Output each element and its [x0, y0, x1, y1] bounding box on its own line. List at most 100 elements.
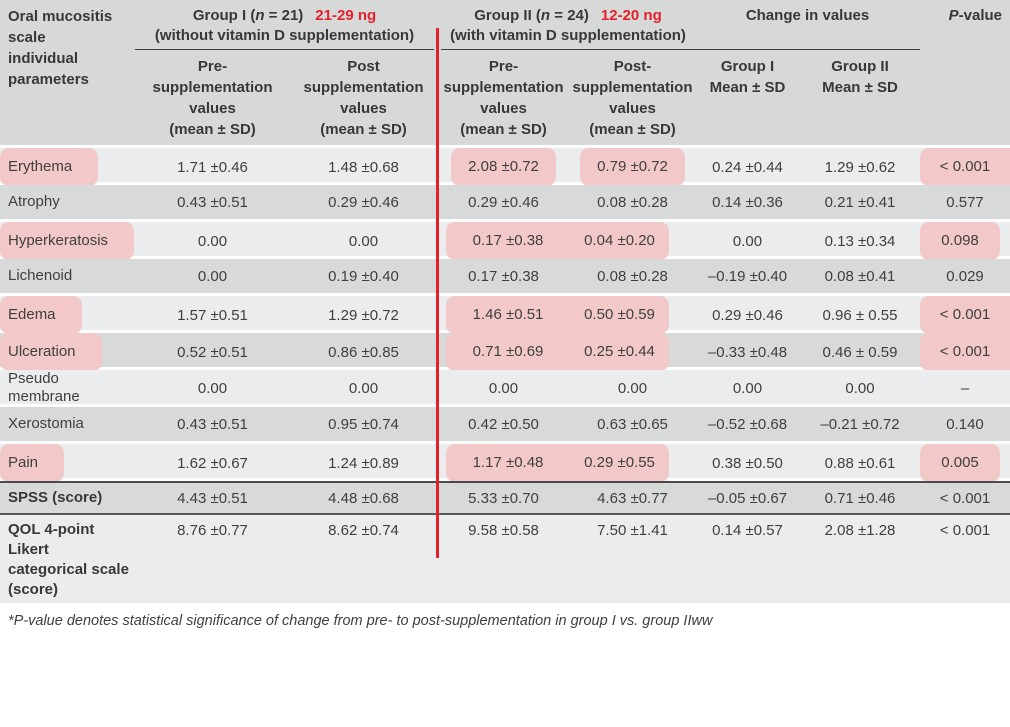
- group2-subtitle: (with vitamin D supplementation): [450, 27, 686, 44]
- value-cell: –0.33 ±0.48: [695, 333, 800, 371]
- table-row-pain: Pain 1.62 ±0.67 1.24 ±0.89 1.17 ±0.48 0.29 ±…: [0, 444, 1010, 482]
- cell-value: 1.17 ±0.48: [446, 444, 570, 482]
- cell-value: 0.00: [845, 379, 875, 397]
- table-row-xerostomia: Xerostomia 0.43 ±0.51 0.95 ±0.74 0.42 ±0.50…: [0, 407, 1010, 441]
- value-cell: 0.19 ±0.40: [290, 259, 437, 293]
- cell-value: 0.29 ±0.46: [328, 193, 399, 211]
- row-label-cell: Atrophy: [0, 185, 135, 219]
- table-row-hyperkeratosis: Hyperkeratosis 0.00 0.00 0.17 ±0.38 0.04 ±0.…: [0, 222, 1010, 260]
- value-cell: 0.00: [800, 370, 920, 406]
- cell-value: 1.29 ±0.72: [328, 306, 399, 324]
- value-cell: 0.71 ±0.46: [800, 483, 920, 513]
- value-cell: –0.05 ±0.67: [695, 483, 800, 513]
- cell-value: 0.08 ±0.28: [597, 267, 668, 285]
- cell-value: 0.43 ±0.51: [177, 193, 248, 211]
- value-cell: 0.79 ±0.72: [570, 148, 695, 186]
- value-cell: 0.63 ±0.65: [570, 407, 695, 441]
- row-label-cell: Pain: [0, 444, 135, 482]
- group1-subtitle: (without vitamin D supplementation): [154, 27, 415, 44]
- cell-value: 0.04 ±0.20: [570, 222, 669, 260]
- cell-value: 1.48 ±0.68: [328, 158, 399, 176]
- cell-value: 0.79 ±0.72: [580, 148, 685, 186]
- cell-value: –0.33 ±0.48: [707, 343, 788, 361]
- value-cell: 0.08 ±0.28: [570, 259, 695, 293]
- cell-value: 0.50 ±0.59: [570, 296, 669, 334]
- value-cell: 9.58 ±0.58: [437, 515, 570, 603]
- p-value-cell: < 0.001: [920, 296, 1010, 334]
- cell-value: 0.96 ± 0.55: [822, 306, 898, 324]
- row-label: Atrophy: [8, 193, 60, 210]
- value-cell: 1.46 ±0.51: [437, 296, 570, 334]
- value-cell: 1.24 ±0.89: [290, 444, 437, 482]
- value-cell: –0.21 ±0.72: [800, 407, 920, 441]
- p-value-cell: 0.005: [920, 444, 1010, 482]
- row-label: Hyperkeratosis: [0, 222, 135, 260]
- cell-value: 0.00: [348, 379, 379, 397]
- subheader-change-g2: Group II Mean ± SD: [822, 58, 898, 96]
- value-cell: 0.00: [135, 370, 290, 406]
- cell-value: 7.50 ±1.41: [597, 522, 668, 539]
- p-value-cell: 0.140: [920, 407, 1010, 441]
- row-label-cell: Xerostomia: [0, 407, 135, 441]
- value-cell: 0.00: [437, 370, 570, 406]
- cell-value: < 0.001: [939, 522, 991, 539]
- cell-value: 0.00: [197, 379, 228, 397]
- cell-value: 0.29 ±0.46: [712, 306, 783, 324]
- row-label: Lichenoid: [8, 267, 73, 284]
- value-cell: 0.04 ±0.20: [570, 222, 695, 260]
- value-cell: 1.62 ±0.67: [135, 444, 290, 482]
- group2-title: Group II (n = 24) 12-20 ng: [474, 7, 662, 24]
- p-value-cell: < 0.001: [920, 483, 1010, 513]
- cell-value: 0.38 ±0.50: [712, 454, 783, 472]
- cell-value: 0.95 ±0.74: [328, 415, 399, 433]
- cell-value: 0.00: [488, 379, 519, 397]
- p-value-cell: 0.098: [920, 222, 1010, 260]
- value-cell: 0.00: [695, 222, 800, 260]
- p-value-cell: –: [920, 370, 1010, 406]
- cell-value: –0.52 ±0.68: [707, 415, 788, 433]
- value-cell: 0.95 ±0.74: [290, 407, 437, 441]
- value-cell: 0.08 ±0.28: [570, 185, 695, 219]
- table-header: Oral mucositis scale individual paramete…: [0, 0, 1010, 145]
- p-value-header: P-value: [948, 7, 1002, 24]
- cell-value: < 0.001: [920, 296, 1010, 334]
- table-row-edema: Edema 1.57 ±0.51 1.29 ±0.72 1.46 ±0.51 0.50 …: [0, 296, 1010, 334]
- cell-value: 0.14 ±0.36: [712, 193, 783, 211]
- cell-value: 0.63 ±0.65: [597, 415, 668, 433]
- cell-value: 1.29 ±0.62: [824, 158, 896, 176]
- cell-value: 4.48 ±0.68: [328, 489, 399, 507]
- p-value-cell: < 0.001: [920, 148, 1010, 186]
- value-cell: 0.00: [695, 370, 800, 406]
- value-cell: 5.33 ±0.70: [437, 483, 570, 513]
- cell-value: 0.71 ±0.69: [446, 333, 570, 371]
- value-cell: 0.08 ±0.41: [800, 259, 920, 293]
- cell-value: –: [960, 379, 970, 397]
- value-cell: 0.86 ±0.85: [290, 333, 437, 371]
- p-value-cell: < 0.001: [920, 333, 1010, 371]
- value-cell: –0.52 ±0.68: [695, 407, 800, 441]
- value-cell: 8.76 ±0.77: [135, 515, 290, 603]
- cell-value: –0.21 ±0.72: [820, 415, 900, 433]
- cell-value: 1.57 ±0.51: [177, 306, 248, 324]
- cell-value: < 0.001: [920, 148, 1010, 186]
- group1-title: Group I (n = 21) 21-29 ng: [192, 7, 377, 24]
- row-label-cell: Lichenoid: [0, 259, 135, 293]
- value-cell: 4.63 ±0.77: [570, 483, 695, 513]
- value-cell: 0.00: [570, 370, 695, 406]
- value-cell: 0.17 ±0.38: [437, 259, 570, 293]
- value-cell: 0.21 ±0.41: [800, 185, 920, 219]
- cell-value: 0.14 ±0.57: [712, 522, 783, 539]
- cell-value: 0.21 ±0.41: [824, 193, 896, 211]
- value-cell: 2.08 ±1.28: [800, 515, 920, 603]
- table-body: Erythema 1.71 ±0.46 1.48 ±0.68 2.08 ±0.72 0.…: [0, 148, 1010, 603]
- cell-value: 0.00: [732, 232, 763, 250]
- cell-value: 5.33 ±0.70: [468, 489, 539, 507]
- footnote: *P-value denotes statistical significanc…: [8, 613, 713, 629]
- table-row-erythema: Erythema 1.71 ±0.46 1.48 ±0.68 2.08 ±0.72 0.…: [0, 148, 1010, 186]
- subheader-change-g1: Group I Mean ± SD: [709, 58, 786, 96]
- cell-value: 0.52 ±0.51: [177, 343, 248, 361]
- group2-header: Group II (n = 24) 12-20 ng (with vitamin …: [441, 0, 695, 50]
- subheader-g1-pre: Pre- supplementation values (mean ± SD): [152, 58, 273, 138]
- cell-value: 0.140: [946, 415, 984, 433]
